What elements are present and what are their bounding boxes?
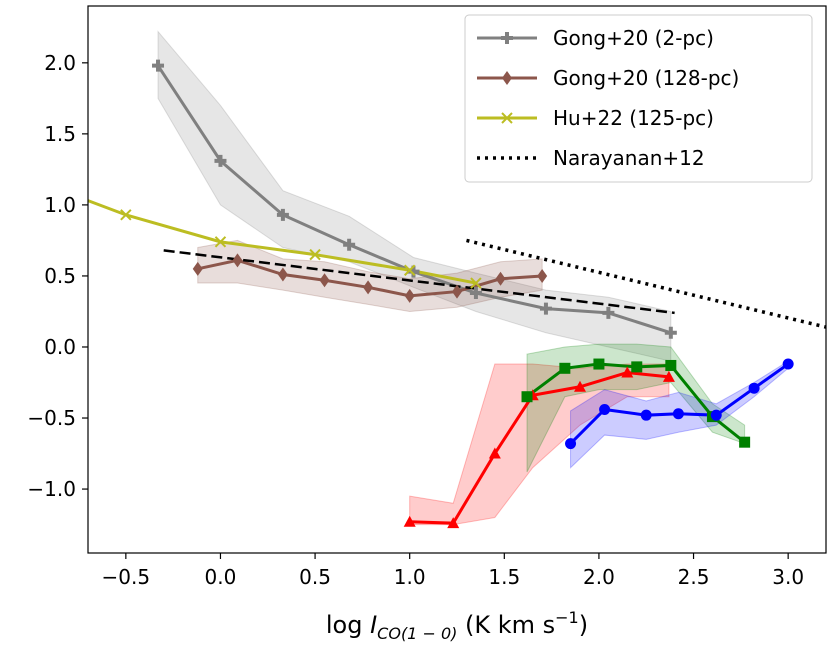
fit-line bbox=[163, 249, 675, 315]
legend-label-gong-20-128-pc: Gong+20 (128-pc) bbox=[553, 66, 739, 90]
red-point bbox=[662, 370, 675, 382]
x-tick-label: 3.0 bbox=[772, 565, 804, 589]
blue-point bbox=[599, 404, 611, 416]
red-point bbox=[403, 515, 416, 527]
hu-22-125-pc-point bbox=[309, 248, 321, 261]
green-point bbox=[739, 436, 751, 448]
gong-20-2-pc-point bbox=[469, 286, 482, 299]
legend-marker-hu-22-125-pc bbox=[501, 112, 513, 124]
x-axis-label-subscript: CO(1 − 0) bbox=[377, 624, 457, 643]
gong-20-128-pc-point bbox=[452, 284, 462, 299]
legend-label-hu-22-125-pc: Hu+22 (125-pc) bbox=[553, 106, 714, 130]
gong-20-2-pc-point bbox=[664, 326, 677, 339]
y-tick-label: −1.0 bbox=[27, 477, 76, 501]
gong-20-128-pc-point bbox=[404, 288, 415, 303]
x-tick-label: 2.5 bbox=[678, 565, 710, 589]
red-point bbox=[447, 517, 460, 529]
blue-point bbox=[640, 409, 652, 421]
gong-20-2-pc-point bbox=[539, 302, 552, 315]
y-tick-label: 2.0 bbox=[44, 51, 76, 75]
gong-20-2-pc-point bbox=[407, 265, 420, 278]
x-tick-label: 1.5 bbox=[488, 565, 520, 589]
legend-marker-gong-20-128-pc bbox=[502, 71, 512, 85]
y-tick-label: 0.0 bbox=[44, 335, 76, 359]
legend: Gong+20 (2-pc) Gong+20 (128-pc) Hu+22 (125… bbox=[464, 14, 813, 183]
y-tick-label: 0.5 bbox=[44, 264, 76, 288]
plot-frame bbox=[87, 5, 827, 554]
green-point bbox=[593, 358, 605, 370]
series-markers bbox=[120, 59, 794, 529]
x-axis-label-prefix: log bbox=[326, 611, 370, 639]
legend-label-gong-20-2-pc: Gong+20 (2-pc) bbox=[553, 26, 714, 50]
blue-point bbox=[782, 358, 794, 370]
axis-ticks: −0.5 0.0 0.5 1.0 1.5 2.0 2.5 3.0 −1.0 −0.5 0.0 0.5 1… bbox=[27, 51, 804, 589]
x-tick-label: 0.5 bbox=[299, 565, 331, 589]
gong-20-128-pc-point bbox=[277, 267, 288, 282]
gong-20-128-pc-point bbox=[319, 273, 330, 288]
red-point bbox=[574, 380, 586, 392]
green-point bbox=[521, 391, 533, 403]
hu-22-125-pc-point bbox=[120, 209, 132, 221]
legend-box bbox=[464, 14, 813, 183]
red-point bbox=[621, 366, 634, 378]
legend-label-narayanan-12: Narayanan+12 bbox=[553, 146, 705, 170]
x-axis-label: log ICO(1 − 0) (K km s−1) bbox=[326, 608, 588, 643]
x-axis-label-var: I bbox=[370, 611, 377, 639]
green-point bbox=[665, 359, 677, 371]
x-tick-label: 2.0 bbox=[583, 565, 615, 589]
blue-point bbox=[565, 438, 577, 450]
gong-20-2-pc-point bbox=[602, 306, 615, 319]
x-axis-label-exponent: −1 bbox=[555, 608, 579, 627]
green-point bbox=[631, 361, 643, 373]
hu-22-125-pc-point bbox=[214, 236, 227, 248]
x-axis-label-close: ) bbox=[579, 611, 588, 639]
blue-point bbox=[710, 409, 722, 421]
x-tick-label: −0.5 bbox=[102, 565, 151, 589]
y-tick-label: 1.0 bbox=[44, 193, 76, 217]
y-tick-label: 1.5 bbox=[44, 122, 76, 146]
narayanan-12-line bbox=[466, 238, 827, 329]
hu-22-125-pc-line bbox=[87, 199, 477, 285]
blue-point bbox=[672, 408, 684, 420]
x-tick-label: 1.0 bbox=[394, 565, 426, 589]
blue-point bbox=[748, 382, 760, 394]
gong-20-2-pc-point bbox=[276, 208, 289, 221]
gong-20-128-pc-point bbox=[363, 280, 374, 295]
x-tick-label: 0.0 bbox=[205, 565, 237, 589]
gong-20-128-pc-point bbox=[232, 253, 243, 268]
x-axis-label-units: (K km s bbox=[457, 611, 555, 639]
green-point bbox=[559, 362, 571, 374]
gong-20-128-pc-point bbox=[495, 271, 506, 286]
y-tick-label: −0.5 bbox=[27, 406, 76, 430]
hu-22-125-pc-point bbox=[470, 277, 482, 289]
gong-20-2-pc-point bbox=[214, 154, 227, 167]
red-point bbox=[488, 447, 501, 459]
gong-20-128-pc-point bbox=[192, 261, 203, 276]
hu-22-125-pc-point bbox=[403, 264, 416, 276]
gong-20-2-pc-point bbox=[152, 59, 165, 72]
gong-20-128-pc-point bbox=[537, 268, 548, 283]
legend-marker-gong-20-2-pc bbox=[501, 32, 513, 44]
gong-20-2-pc-point bbox=[343, 238, 356, 251]
